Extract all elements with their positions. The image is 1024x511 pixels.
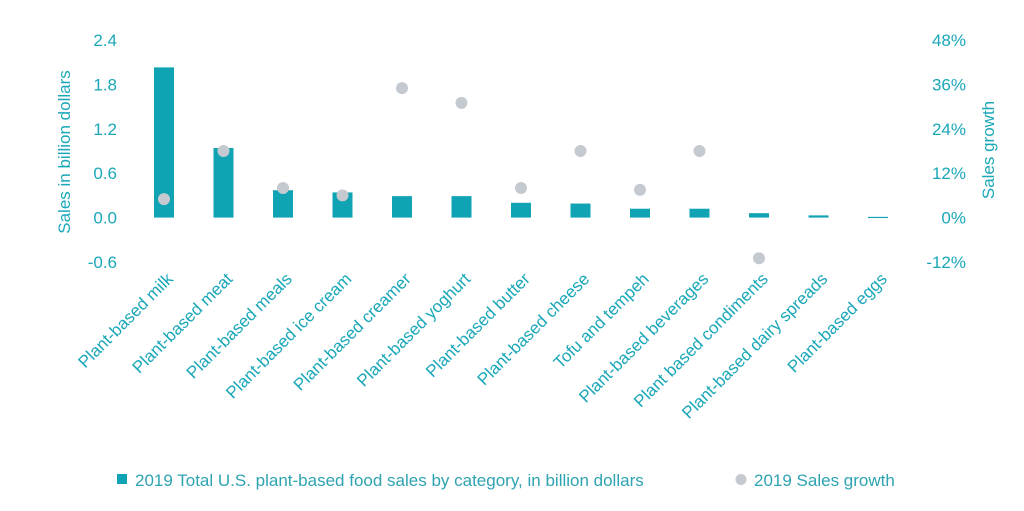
legend-dot-label: 2019 Sales growth bbox=[754, 471, 895, 490]
y-right-tick-label: 0% bbox=[941, 209, 966, 228]
growth-dot bbox=[753, 252, 765, 265]
y-right-tick-label: 12% bbox=[932, 164, 966, 183]
bar bbox=[570, 203, 591, 218]
category-label: Plant-based cheese bbox=[474, 269, 594, 389]
y-right-tick-labels: 48% 36% 24% 12% 0% -12% bbox=[926, 31, 966, 272]
legend-bar-swatch bbox=[117, 474, 127, 484]
bar bbox=[332, 192, 353, 218]
growth-dot bbox=[336, 189, 349, 202]
growth-dot bbox=[396, 82, 408, 95]
legend-bar-label: 2019 Total U.S. plant-based food sales b… bbox=[135, 471, 644, 490]
y-left-tick-label: 0.0 bbox=[93, 209, 117, 228]
growth-dot bbox=[158, 193, 170, 206]
legend: 2019 Total U.S. plant-based food sales b… bbox=[117, 471, 895, 490]
category-label: Plant-based butter bbox=[422, 269, 534, 381]
y-right-tick-label: 48% bbox=[932, 31, 966, 50]
bar bbox=[451, 196, 472, 218]
y-left-tick-label: 0.6 bbox=[93, 164, 117, 183]
bar bbox=[689, 208, 710, 218]
category-label: Plant-based creamer bbox=[290, 269, 415, 394]
growth-dot bbox=[455, 96, 468, 109]
bar bbox=[273, 190, 293, 218]
category-label: Plant-based eggs bbox=[784, 269, 891, 376]
growth-dot bbox=[217, 145, 230, 157]
y-right-tick-label: 36% bbox=[932, 75, 966, 94]
growth-dot bbox=[634, 183, 646, 196]
y-left-axis-title: Sales in billion dollars bbox=[55, 70, 74, 233]
y-right-axis-title: Sales growth bbox=[979, 101, 998, 199]
growth-dot bbox=[277, 182, 289, 194]
y-left-tick-label: 2.4 bbox=[93, 31, 117, 50]
bar bbox=[808, 215, 829, 218]
legend-dot-swatch bbox=[735, 474, 747, 485]
bar bbox=[630, 208, 650, 218]
y-left-tick-label: 1.2 bbox=[93, 120, 117, 139]
growth-series bbox=[158, 82, 765, 265]
bar bbox=[392, 196, 412, 218]
y-left-tick-label: 1.8 bbox=[93, 75, 117, 94]
y-left-tick-label: -0.6 bbox=[88, 253, 117, 272]
bar bbox=[511, 202, 531, 218]
category-label: Plant-based yoghurt bbox=[353, 269, 474, 390]
y-right-tick-label: 24% bbox=[932, 120, 966, 139]
growth-dot bbox=[515, 182, 527, 194]
category-label: Plant-based meat bbox=[129, 269, 237, 377]
bar bbox=[154, 67, 174, 218]
growth-dot bbox=[693, 145, 706, 157]
category-label: Plant-based meals bbox=[183, 269, 296, 382]
bar bbox=[749, 213, 769, 218]
y-right-tick-label: -12% bbox=[926, 253, 966, 272]
bar-series bbox=[154, 67, 888, 219]
bar bbox=[213, 148, 234, 218]
bar bbox=[868, 216, 888, 219]
y-left-tick-labels: 2.4 1.8 1.2 0.6 0.0 -0.6 bbox=[88, 31, 117, 272]
growth-dot bbox=[574, 145, 587, 157]
